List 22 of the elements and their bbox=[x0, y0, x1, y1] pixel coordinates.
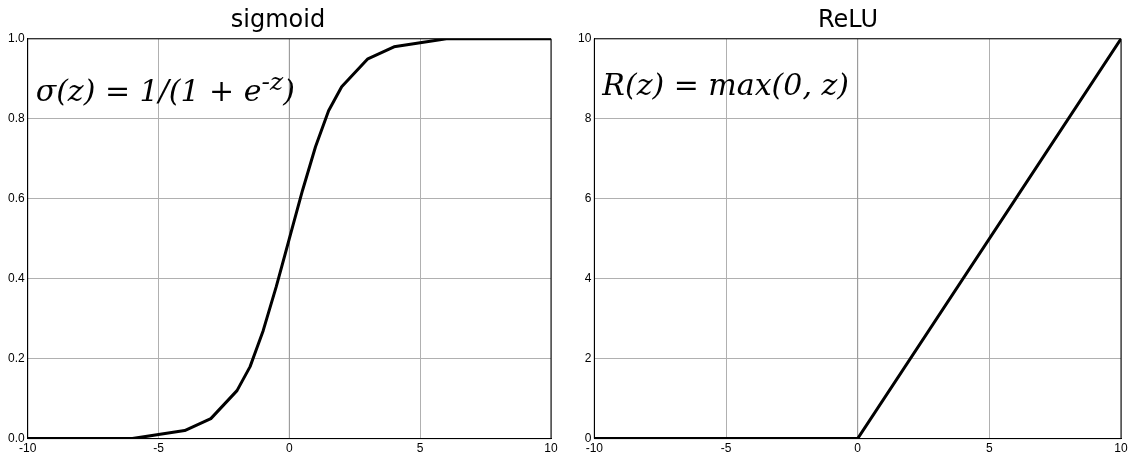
y-tick-label: 6 bbox=[584, 191, 592, 206]
annotation: R(z) = max(0, z) bbox=[602, 66, 849, 102]
y-tick-label: 4 bbox=[584, 270, 592, 285]
x-tick-label: 0 bbox=[286, 441, 293, 456]
chart-title: sigmoid bbox=[230, 4, 326, 33]
y-tick-label: 0.6 bbox=[7, 191, 25, 206]
y-tick-label: 2 bbox=[584, 350, 592, 365]
chart-title: ReLU bbox=[817, 4, 879, 33]
y-tick-label: 10 bbox=[577, 31, 592, 46]
y-tick-label: 8 bbox=[584, 111, 592, 126]
y-tick-label: 1.0 bbox=[7, 31, 25, 46]
x-tick-label: 0 bbox=[854, 441, 862, 456]
y-tick-label: 0.8 bbox=[7, 111, 25, 126]
x-tick-label: 10 bbox=[1114, 441, 1128, 456]
x-tick-label: 5 bbox=[416, 441, 424, 456]
x-tick-label: 10 bbox=[544, 441, 558, 456]
y-tick-label: 0.2 bbox=[7, 350, 25, 365]
x-tick-label: -5 bbox=[720, 441, 732, 456]
x-tick-label: -5 bbox=[153, 441, 165, 456]
x-tick-label: 5 bbox=[985, 441, 993, 456]
annotation: σ(z) = 1/(1 + e$^{-z}$) bbox=[35, 66, 295, 108]
y-tick-label: 0.4 bbox=[7, 270, 25, 285]
